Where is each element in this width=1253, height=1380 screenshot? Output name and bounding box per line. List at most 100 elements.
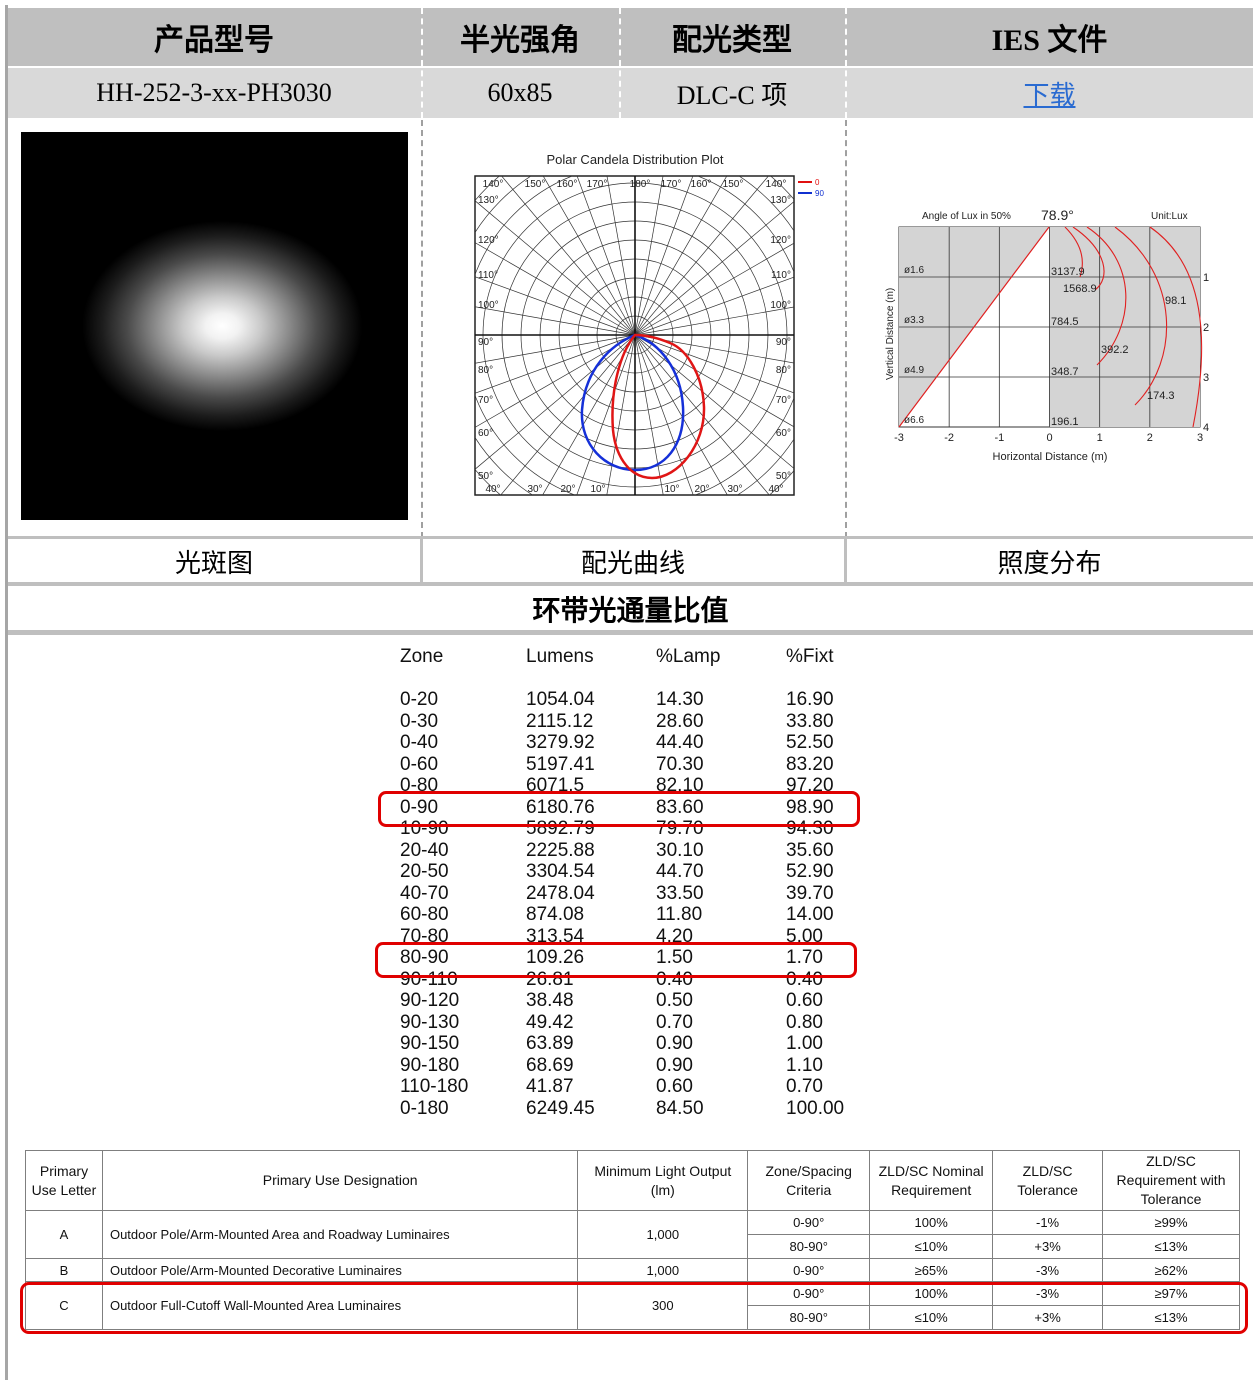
zonal-lumen-title: 环带光通量比值: [532, 596, 729, 627]
zonal-cell: 16.90: [786, 689, 834, 710]
illuminance-chart: Angle of Lux in 50% 78.9° Unit:Lux -3 -2 -…: [885, 207, 1209, 463]
polar-spoke: [634, 334, 728, 495]
row-a-with-tol-1: ≥99%: [1102, 1210, 1240, 1235]
zonal-cell: 0-20: [400, 689, 439, 710]
zonal-cell: 20-40: [400, 839, 449, 861]
polar-spoke: [475, 276, 636, 336]
zonal-col-0: Zone: [400, 646, 444, 667]
zonal-cell: 5892.79: [526, 818, 595, 839]
lux-xtick: -3: [894, 432, 904, 444]
polar-spoke: [634, 276, 794, 336]
row-a-zone-2: 80-90°: [747, 1234, 871, 1259]
polar-spoke: [634, 334, 794, 364]
zonal-cell: 1.00: [786, 1033, 823, 1054]
polar-spoke: [501, 176, 636, 336]
zonal-cell: 0.60: [656, 1076, 693, 1097]
caption-light-curve: 配光曲线: [580, 548, 685, 578]
polar-spoke: [576, 176, 636, 336]
zonal-cell: 33.80: [786, 710, 834, 732]
polar-left-label: 100°: [478, 300, 499, 311]
lux-contour-label: 1568.9: [1063, 283, 1097, 295]
dlc-requirement-table: Primary Use Letter Primary Use Designati…: [25, 1150, 1240, 1330]
polar-spoke: [634, 176, 728, 336]
lux-ytick: 2: [1203, 322, 1209, 334]
zonal-cell: 0-30: [400, 710, 439, 732]
row-a-nominal-1: 100%: [869, 1210, 994, 1235]
polar-left-label: 130°: [478, 195, 499, 206]
lux-xtick: 3: [1197, 432, 1203, 444]
polar-spoke: [475, 334, 636, 428]
zonal-cell: 0.70: [786, 1076, 823, 1097]
lux-contour-label: 98.1: [1165, 295, 1186, 307]
zonal-cell: 109.26: [526, 947, 585, 968]
zonal-cell: 83.20: [786, 753, 834, 775]
polar-right-label: 130°: [770, 195, 791, 206]
separator: [8, 536, 1253, 539]
separator: [8, 630, 1253, 635]
polar-spoke: [634, 176, 664, 336]
lux-angle-value: 78.9°: [1041, 207, 1074, 223]
polar-spoke: [634, 242, 794, 336]
polar-spoke: [634, 176, 694, 336]
polar-right-label: 50°: [776, 471, 791, 482]
zonal-cell: 79.70: [656, 818, 704, 839]
zonal-cell: 874.08: [526, 904, 585, 925]
col-primary-use-designation: Primary Use Designation: [101, 1150, 579, 1211]
zonal-cell: 10-90: [400, 818, 449, 839]
polar-top-label: 180°: [630, 179, 651, 190]
zonal-cell: 5197.41: [526, 753, 595, 775]
header-distribution-type: 配光类型: [672, 24, 792, 57]
zonal-cell: 35.60: [786, 839, 834, 861]
highlight-0-90: [378, 791, 860, 827]
row-a-tolerance-1: -1%: [992, 1210, 1104, 1235]
zonal-cell: 0.80: [786, 1011, 823, 1033]
polar-spoke: [475, 242, 636, 336]
column-divider: [845, 8, 847, 118]
lux-ytick: 1: [1203, 272, 1209, 284]
row-a-min-output: 1,000: [577, 1210, 749, 1259]
lux-center-value: 196.1: [1051, 416, 1079, 428]
lux-grid: [899, 227, 1200, 427]
zonal-cell: 82.10: [656, 775, 704, 796]
polar-spoke: [542, 176, 636, 336]
zonal-cell: 83.60: [656, 796, 704, 818]
polar-right-label: 70°: [776, 395, 791, 406]
polar-left-label: 90°: [478, 337, 493, 348]
table-row: A Outdoor Pole/Arm-Mounted Area and Road…: [25, 1210, 1240, 1259]
polar-spoke: [634, 201, 794, 336]
polar-left-label: 110°: [478, 270, 498, 281]
highlight-row-c: [20, 1282, 1248, 1334]
row-b-tolerance-1: -3%: [992, 1258, 1104, 1282]
polar-right-label: 110°: [771, 270, 791, 281]
zonal-cell: 0.90: [656, 1033, 693, 1054]
polar-spoke: [634, 334, 664, 495]
polar-right-label: 90°: [776, 337, 791, 348]
row-b-nominal-1: ≥65%: [869, 1258, 994, 1282]
zonal-cell: 41.87: [526, 1076, 574, 1097]
header-beam-angle: 半光强角: [460, 24, 580, 57]
column-divider: [421, 8, 423, 118]
polar-top-label: 150°: [525, 179, 546, 190]
table-row: C Outdoor Full-Cutoff Wall-Mounted Area …: [25, 1281, 1240, 1330]
zonal-cell: 0.70: [656, 1011, 693, 1033]
separator: [8, 582, 1253, 586]
column-divider: [421, 120, 423, 538]
table-row: 80-90° ≤10% +3% ≤13%: [26, 1305, 1240, 1330]
zonal-cell: 70.30: [656, 753, 704, 775]
lux-xtick: 1: [1097, 432, 1103, 444]
lux-unit: Unit:Lux: [1151, 211, 1188, 222]
candela-curve-c0: [611, 333, 706, 480]
zonal-cell: 0.40: [656, 968, 693, 990]
lux-ytick: 3: [1203, 372, 1209, 384]
zonal-col-3: %Fixt: [786, 646, 834, 667]
polar-bottom-label: 40°: [485, 484, 500, 495]
zonal-cell: 84.50: [656, 1097, 704, 1119]
zonal-cell: 52.90: [786, 861, 834, 882]
ies-download-cell: 下载: [846, 68, 1253, 118]
col-zone-spacing-criteria: Zone/Spacing Criteria: [747, 1150, 871, 1211]
ies-download-link[interactable]: 下载: [1023, 80, 1076, 110]
row-c-nominal-1: 100%: [869, 1281, 994, 1306]
zonal-cell: 2115.12: [526, 710, 594, 732]
lux-xtick: -1: [994, 432, 1004, 444]
polar-spoke: [634, 306, 794, 336]
